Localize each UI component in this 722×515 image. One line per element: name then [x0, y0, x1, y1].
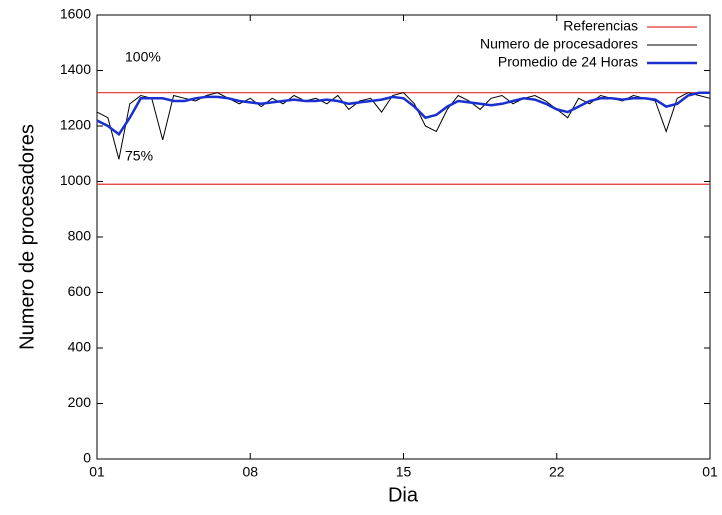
plot-frame — [96, 14, 711, 460]
y-tick-label: 200 — [68, 394, 92, 410]
y-tick-label: 400 — [68, 339, 92, 355]
x-axis-label: Dia — [388, 484, 419, 506]
annotation: 100% — [125, 49, 161, 65]
y-tick-label: 1000 — [60, 172, 91, 188]
data-line — [96, 92, 711, 160]
y-tick-label: 1600 — [60, 6, 91, 22]
y-tick-label: 0 — [83, 450, 91, 466]
y-tick-label: 1200 — [60, 117, 91, 133]
y-tick-label: 600 — [68, 283, 92, 299]
x-tick-label: 01 — [702, 464, 718, 480]
y-tick-label: 1400 — [60, 61, 91, 77]
legend-label: Promedio de 24 Horas — [498, 54, 638, 70]
legend-label: Referencias — [563, 18, 638, 34]
y-tick-label: 800 — [68, 228, 92, 244]
x-tick-label: 08 — [242, 464, 258, 480]
annotation: 75% — [125, 148, 153, 164]
legend-label: Numero de procesadores — [480, 36, 638, 52]
x-tick-label: 15 — [396, 464, 412, 480]
x-tick-label: 01 — [89, 464, 105, 480]
x-tick-label: 22 — [549, 464, 565, 480]
y-axis-label: Numero de procesadores — [16, 124, 38, 350]
data-line — [96, 91, 710, 137]
